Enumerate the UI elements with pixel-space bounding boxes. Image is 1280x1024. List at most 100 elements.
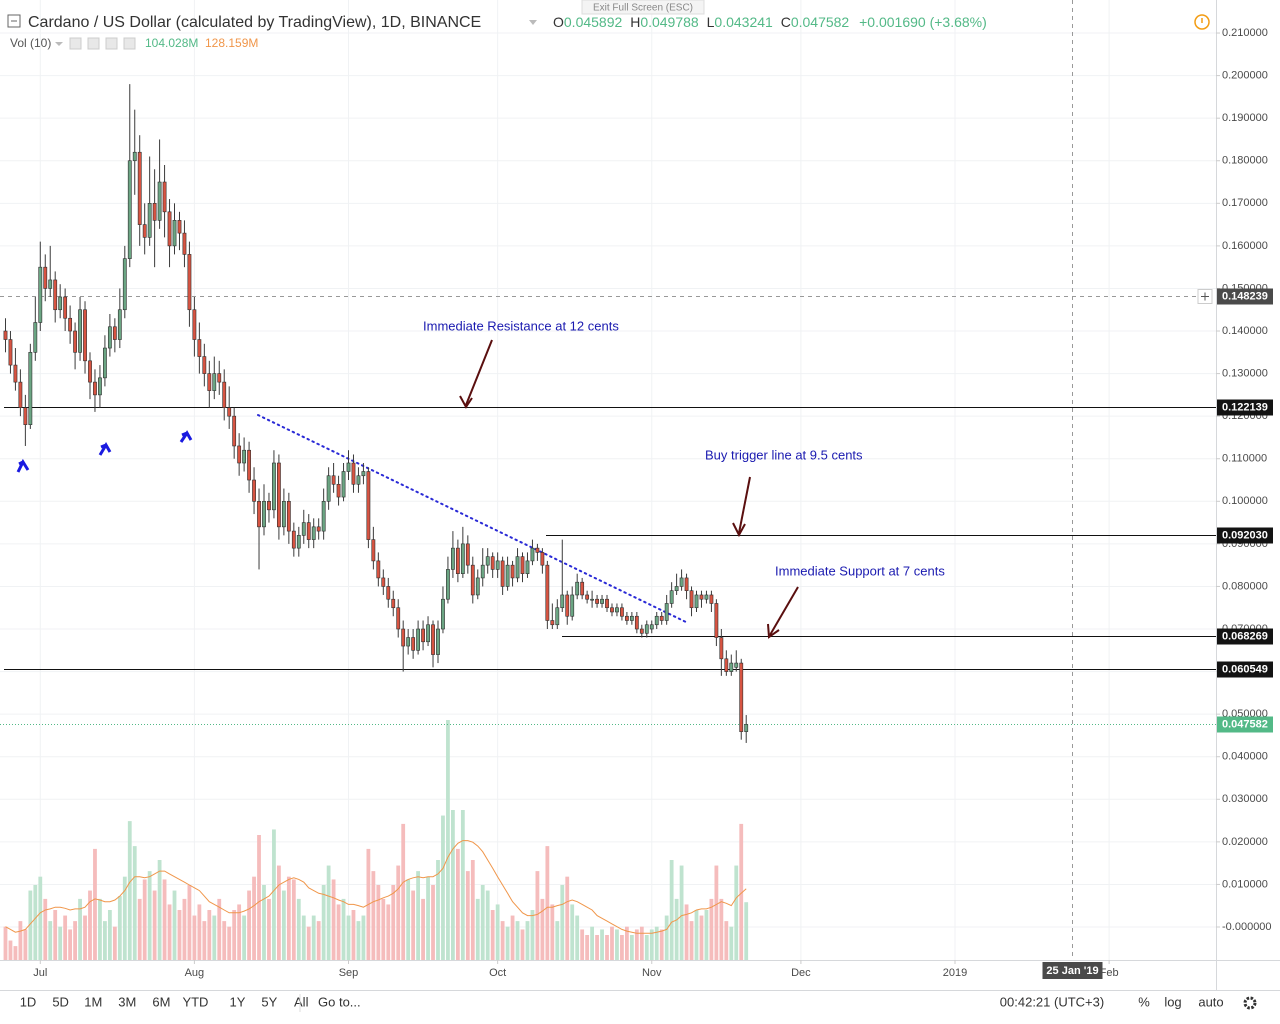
candle-body [505, 564, 510, 587]
ohlc-key: C [781, 14, 791, 30]
volume-bar [267, 898, 271, 960]
fullscreen-hint-box[interactable] [581, 0, 705, 15]
volume-bar [530, 910, 535, 960]
collapse-toggle[interactable] [7, 14, 21, 28]
volume-bar [485, 890, 490, 960]
volume-bar [291, 879, 296, 960]
volume-bar [441, 815, 445, 960]
volume-bar [525, 921, 530, 960]
scale-option[interactable]: auto [1198, 994, 1223, 1009]
candle-body [217, 373, 222, 383]
scale-option[interactable]: log [1164, 994, 1181, 1009]
range-button[interactable]: 5Y [261, 994, 277, 1009]
volume-bar [202, 921, 207, 960]
candle-body [286, 501, 291, 532]
volume-bar [624, 926, 629, 960]
volume-bar [207, 910, 212, 960]
candle-body [590, 598, 595, 601]
level-label-box [1217, 527, 1273, 544]
range-button[interactable]: 5D [52, 994, 69, 1009]
range-button[interactable]: 6M [152, 994, 170, 1009]
fullscreen-hint[interactable]: Exit Full Screen (ESC) [593, 3, 693, 14]
chart-title: Cardano / US Dollar (calculated by Tradi… [28, 14, 481, 31]
y-tick-label: 0.010000 [1222, 878, 1268, 890]
volume-bar [495, 904, 500, 960]
volume-bar [311, 915, 316, 960]
range-button[interactable]: YTD [182, 994, 208, 1009]
volume-bar [664, 915, 669, 960]
candle-body [704, 594, 709, 600]
volume-bar [103, 921, 107, 960]
volume-bar [137, 898, 142, 960]
candle-body [346, 462, 351, 472]
legend-icon[interactable] [123, 37, 136, 50]
candle-body [664, 603, 669, 621]
candle-body [306, 522, 311, 540]
range-button[interactable]: 1M [84, 994, 102, 1009]
candle-body [68, 317, 73, 332]
range-button[interactable]: 1Y [229, 994, 245, 1009]
candle-body [192, 309, 197, 340]
volume-bar [122, 876, 127, 960]
last-price-label: 0.047582 [1222, 718, 1268, 730]
candle-body [331, 475, 336, 485]
candle-body [729, 662, 734, 672]
volume-bar [142, 879, 147, 960]
settings-icon[interactable] [1243, 996, 1257, 1010]
volume-bar [257, 835, 261, 960]
legend-icon[interactable] [105, 37, 118, 50]
volume-bar [475, 898, 480, 960]
annotation-arrow [769, 586, 799, 636]
candle-body [465, 543, 470, 566]
volume-bar [595, 935, 599, 960]
volume-bar [3, 926, 8, 960]
candle-body [366, 471, 371, 540]
volume-bar [490, 910, 495, 960]
candle-body [426, 624, 430, 643]
volume-bar [709, 898, 714, 960]
candle-body [639, 628, 644, 634]
candle-body [351, 462, 356, 485]
candle-body [744, 724, 749, 732]
volume-bar [699, 915, 704, 960]
scale-option[interactable]: % [1138, 994, 1150, 1009]
candle-body [540, 552, 545, 566]
candle-body [406, 637, 411, 647]
candle-body [277, 462, 281, 528]
goto-button[interactable]: Go to... [318, 994, 361, 1009]
volume-bar [401, 823, 406, 960]
y-tick-label: 0.170000 [1222, 197, 1268, 209]
dropdown-arrow[interactable] [55, 42, 63, 46]
candle-body [416, 628, 421, 651]
legend-icon[interactable] [69, 37, 82, 50]
candle-body [247, 449, 251, 481]
candle-body [565, 594, 570, 617]
volume-bar [321, 885, 326, 960]
volume-bar [301, 915, 306, 960]
range-button[interactable]: 3M [118, 994, 136, 1009]
candle-body [301, 522, 306, 536]
y-tick-label: 0.200000 [1222, 70, 1268, 82]
volume-bar [421, 898, 425, 960]
level-label: 0.092030 [1222, 529, 1268, 541]
candle-body [634, 615, 639, 630]
volume-bar [212, 915, 217, 960]
candle-body [162, 181, 167, 213]
legend-icon[interactable] [87, 37, 100, 50]
range-button[interactable]: 1D [20, 994, 37, 1009]
warning-icon[interactable] [1194, 14, 1210, 30]
candle-body [127, 160, 132, 259]
volume-bar [500, 921, 505, 960]
x-tick-label: Jul [33, 967, 47, 979]
volume-bar [406, 879, 411, 960]
candle-body [396, 607, 401, 630]
crosshair-price: 0.148239 [1222, 290, 1268, 302]
dropdown-arrow[interactable] [529, 20, 537, 25]
blue-arrow [98, 442, 112, 456]
candle-body [446, 569, 450, 600]
range-button[interactable]: All [294, 994, 309, 1009]
candle-body [684, 577, 689, 592]
candle-body [107, 326, 112, 349]
candle-body [724, 658, 729, 672]
